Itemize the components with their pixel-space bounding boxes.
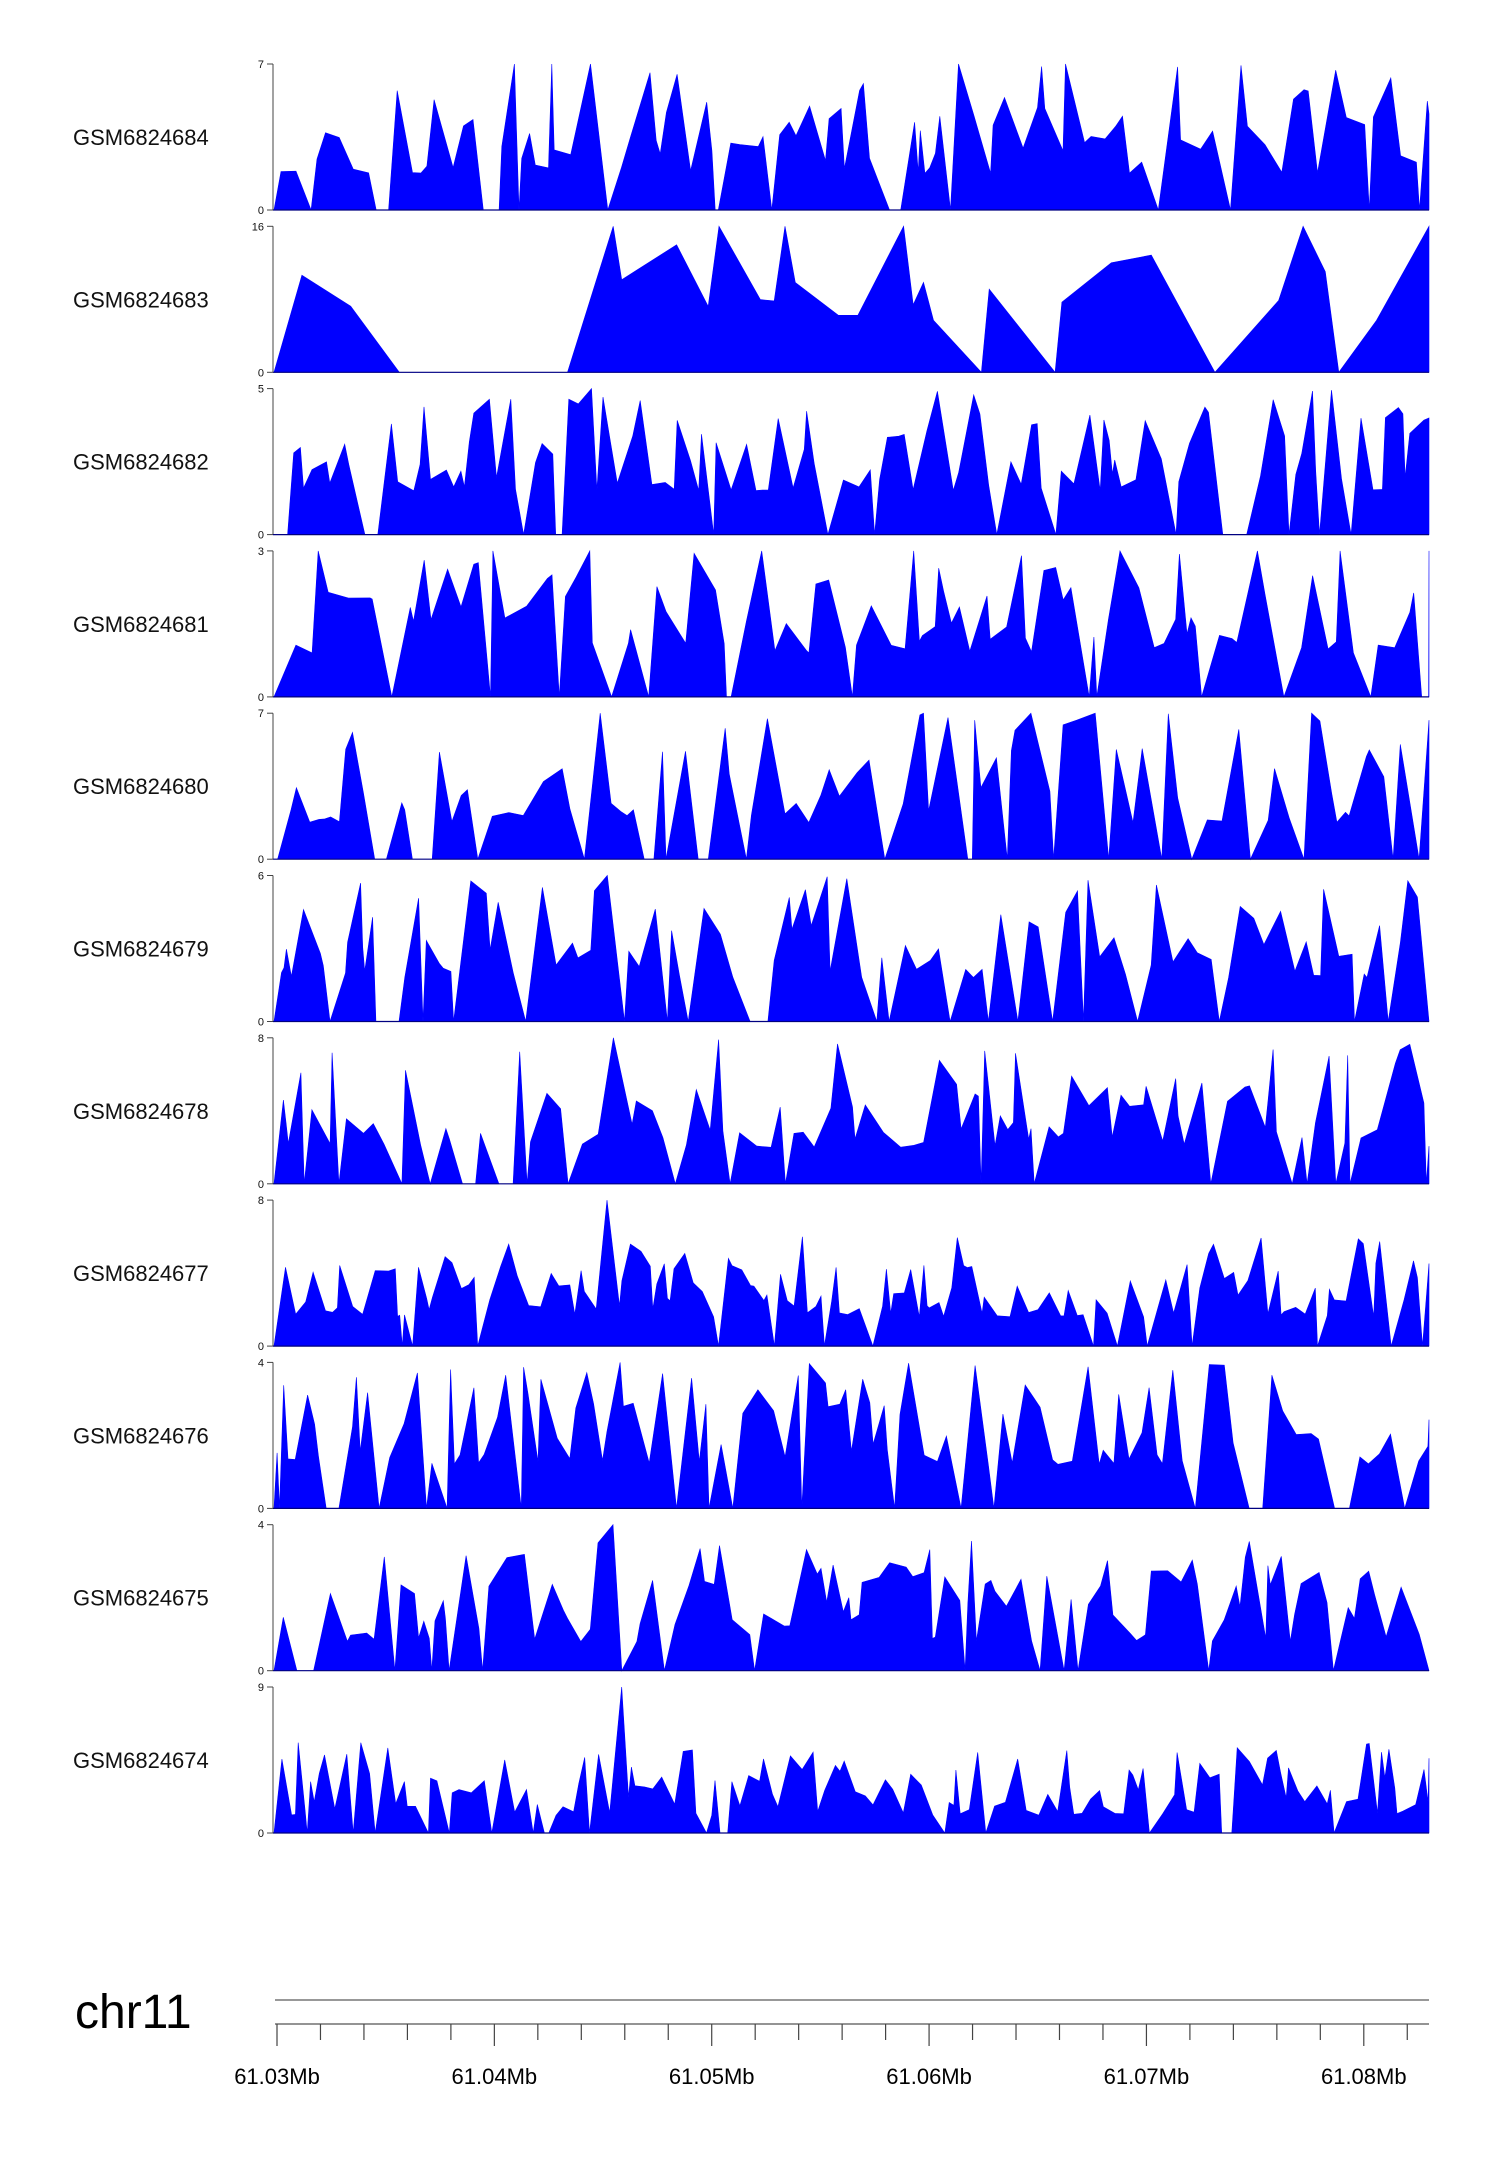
track-GSM6824678: GSM6824678 8 0 — [73, 1033, 1430, 1191]
y-tick-label-min: 0 — [258, 530, 264, 542]
y-tick-label-max: 16 — [252, 221, 264, 233]
track-label: GSM6824684 — [73, 125, 209, 150]
x-tick-label: 61.05Mb — [669, 2064, 755, 2089]
track-GSM6824682: GSM6824682 5 0 — [73, 384, 1430, 542]
coverage-area — [274, 712, 1430, 861]
coverage-area — [273, 225, 1430, 374]
track-GSM6824677: GSM6824677 8 0 — [73, 1195, 1430, 1353]
track-label: GSM6824683 — [73, 287, 209, 312]
coverage-area — [273, 1686, 1430, 1834]
y-tick-label-min: 0 — [258, 1503, 264, 1515]
coverage-area — [273, 549, 1430, 699]
y-tick-label-min: 0 — [258, 1666, 264, 1678]
x-tick-label: 61.06Mb — [886, 2064, 972, 2089]
coverage-area — [273, 1523, 1430, 1672]
track-label: GSM6824681 — [73, 612, 209, 637]
coverage-area — [274, 387, 1430, 535]
track-label: GSM6824679 — [73, 937, 209, 962]
x-tick-label: 61.04Mb — [452, 2064, 538, 2089]
track-label: GSM6824677 — [73, 1261, 209, 1286]
y-tick-label-max: 8 — [258, 1195, 264, 1207]
track-GSM6824680: GSM6824680 7 0 — [73, 708, 1430, 866]
y-tick-label-max: 8 — [258, 1033, 264, 1045]
track-GSM6824674: GSM6824674 9 0 — [73, 1682, 1430, 1840]
y-tick-label-min: 0 — [258, 854, 264, 866]
track-label: GSM6824676 — [73, 1423, 209, 1448]
y-tick-label-min: 0 — [258, 692, 264, 704]
chromosome-label: chr11 — [75, 1986, 192, 2039]
track-GSM6824684: GSM6824684 7 0 — [73, 59, 1430, 217]
track-GSM6824683: GSM6824683 16 0 — [73, 221, 1430, 379]
coverage-area — [273, 1362, 1430, 1509]
y-tick-label-min: 0 — [258, 1017, 264, 1029]
y-tick-label-min: 0 — [258, 367, 264, 379]
track-GSM6824676: GSM6824676 4 0 — [73, 1357, 1430, 1515]
track-label: GSM6824674 — [73, 1748, 209, 1773]
y-tick-label-min: 0 — [258, 1828, 264, 1840]
y-tick-label-max: 9 — [258, 1682, 264, 1694]
coverage-area — [273, 874, 1430, 1022]
coverage-tracks: GSM682468470GSM6824683160GSM682468250GSM… — [73, 59, 1430, 1840]
y-tick-label-min: 0 — [258, 205, 264, 217]
y-tick-label-min: 0 — [258, 1341, 264, 1353]
y-tick-label-max: 6 — [258, 871, 264, 883]
track-GSM6824679: GSM6824679 6 0 — [73, 871, 1430, 1029]
y-tick-label-max: 4 — [258, 1357, 264, 1369]
x-tick-label: 61.07Mb — [1104, 2064, 1190, 2089]
x-tick-label: 61.08Mb — [1321, 2064, 1407, 2089]
track-label: GSM6824675 — [73, 1586, 209, 1611]
y-tick-label-max: 4 — [258, 1520, 264, 1532]
track-GSM6824675: GSM6824675 4 0 — [73, 1520, 1430, 1678]
track-label: GSM6824678 — [73, 1099, 209, 1124]
track-GSM6824681: GSM6824681 3 0 — [73, 546, 1430, 704]
track-label: GSM6824680 — [73, 774, 209, 799]
coverage-area — [273, 63, 1430, 211]
y-tick-label-min: 0 — [258, 1179, 264, 1191]
y-tick-label-max: 3 — [258, 546, 264, 558]
genome-axis: chr11 61.03Mb 61.04Mb 61.05Mb 61.06Mb 61.07M… — [75, 1986, 1429, 2089]
x-tick-label: 61.03Mb — [234, 2064, 320, 2089]
y-tick-label-max: 5 — [258, 384, 264, 396]
y-tick-label-max: 7 — [258, 59, 264, 71]
coverage-area — [273, 1037, 1430, 1185]
y-tick-label-max: 7 — [258, 708, 264, 720]
coverage-area — [273, 1200, 1430, 1348]
track-label: GSM6824682 — [73, 450, 209, 475]
